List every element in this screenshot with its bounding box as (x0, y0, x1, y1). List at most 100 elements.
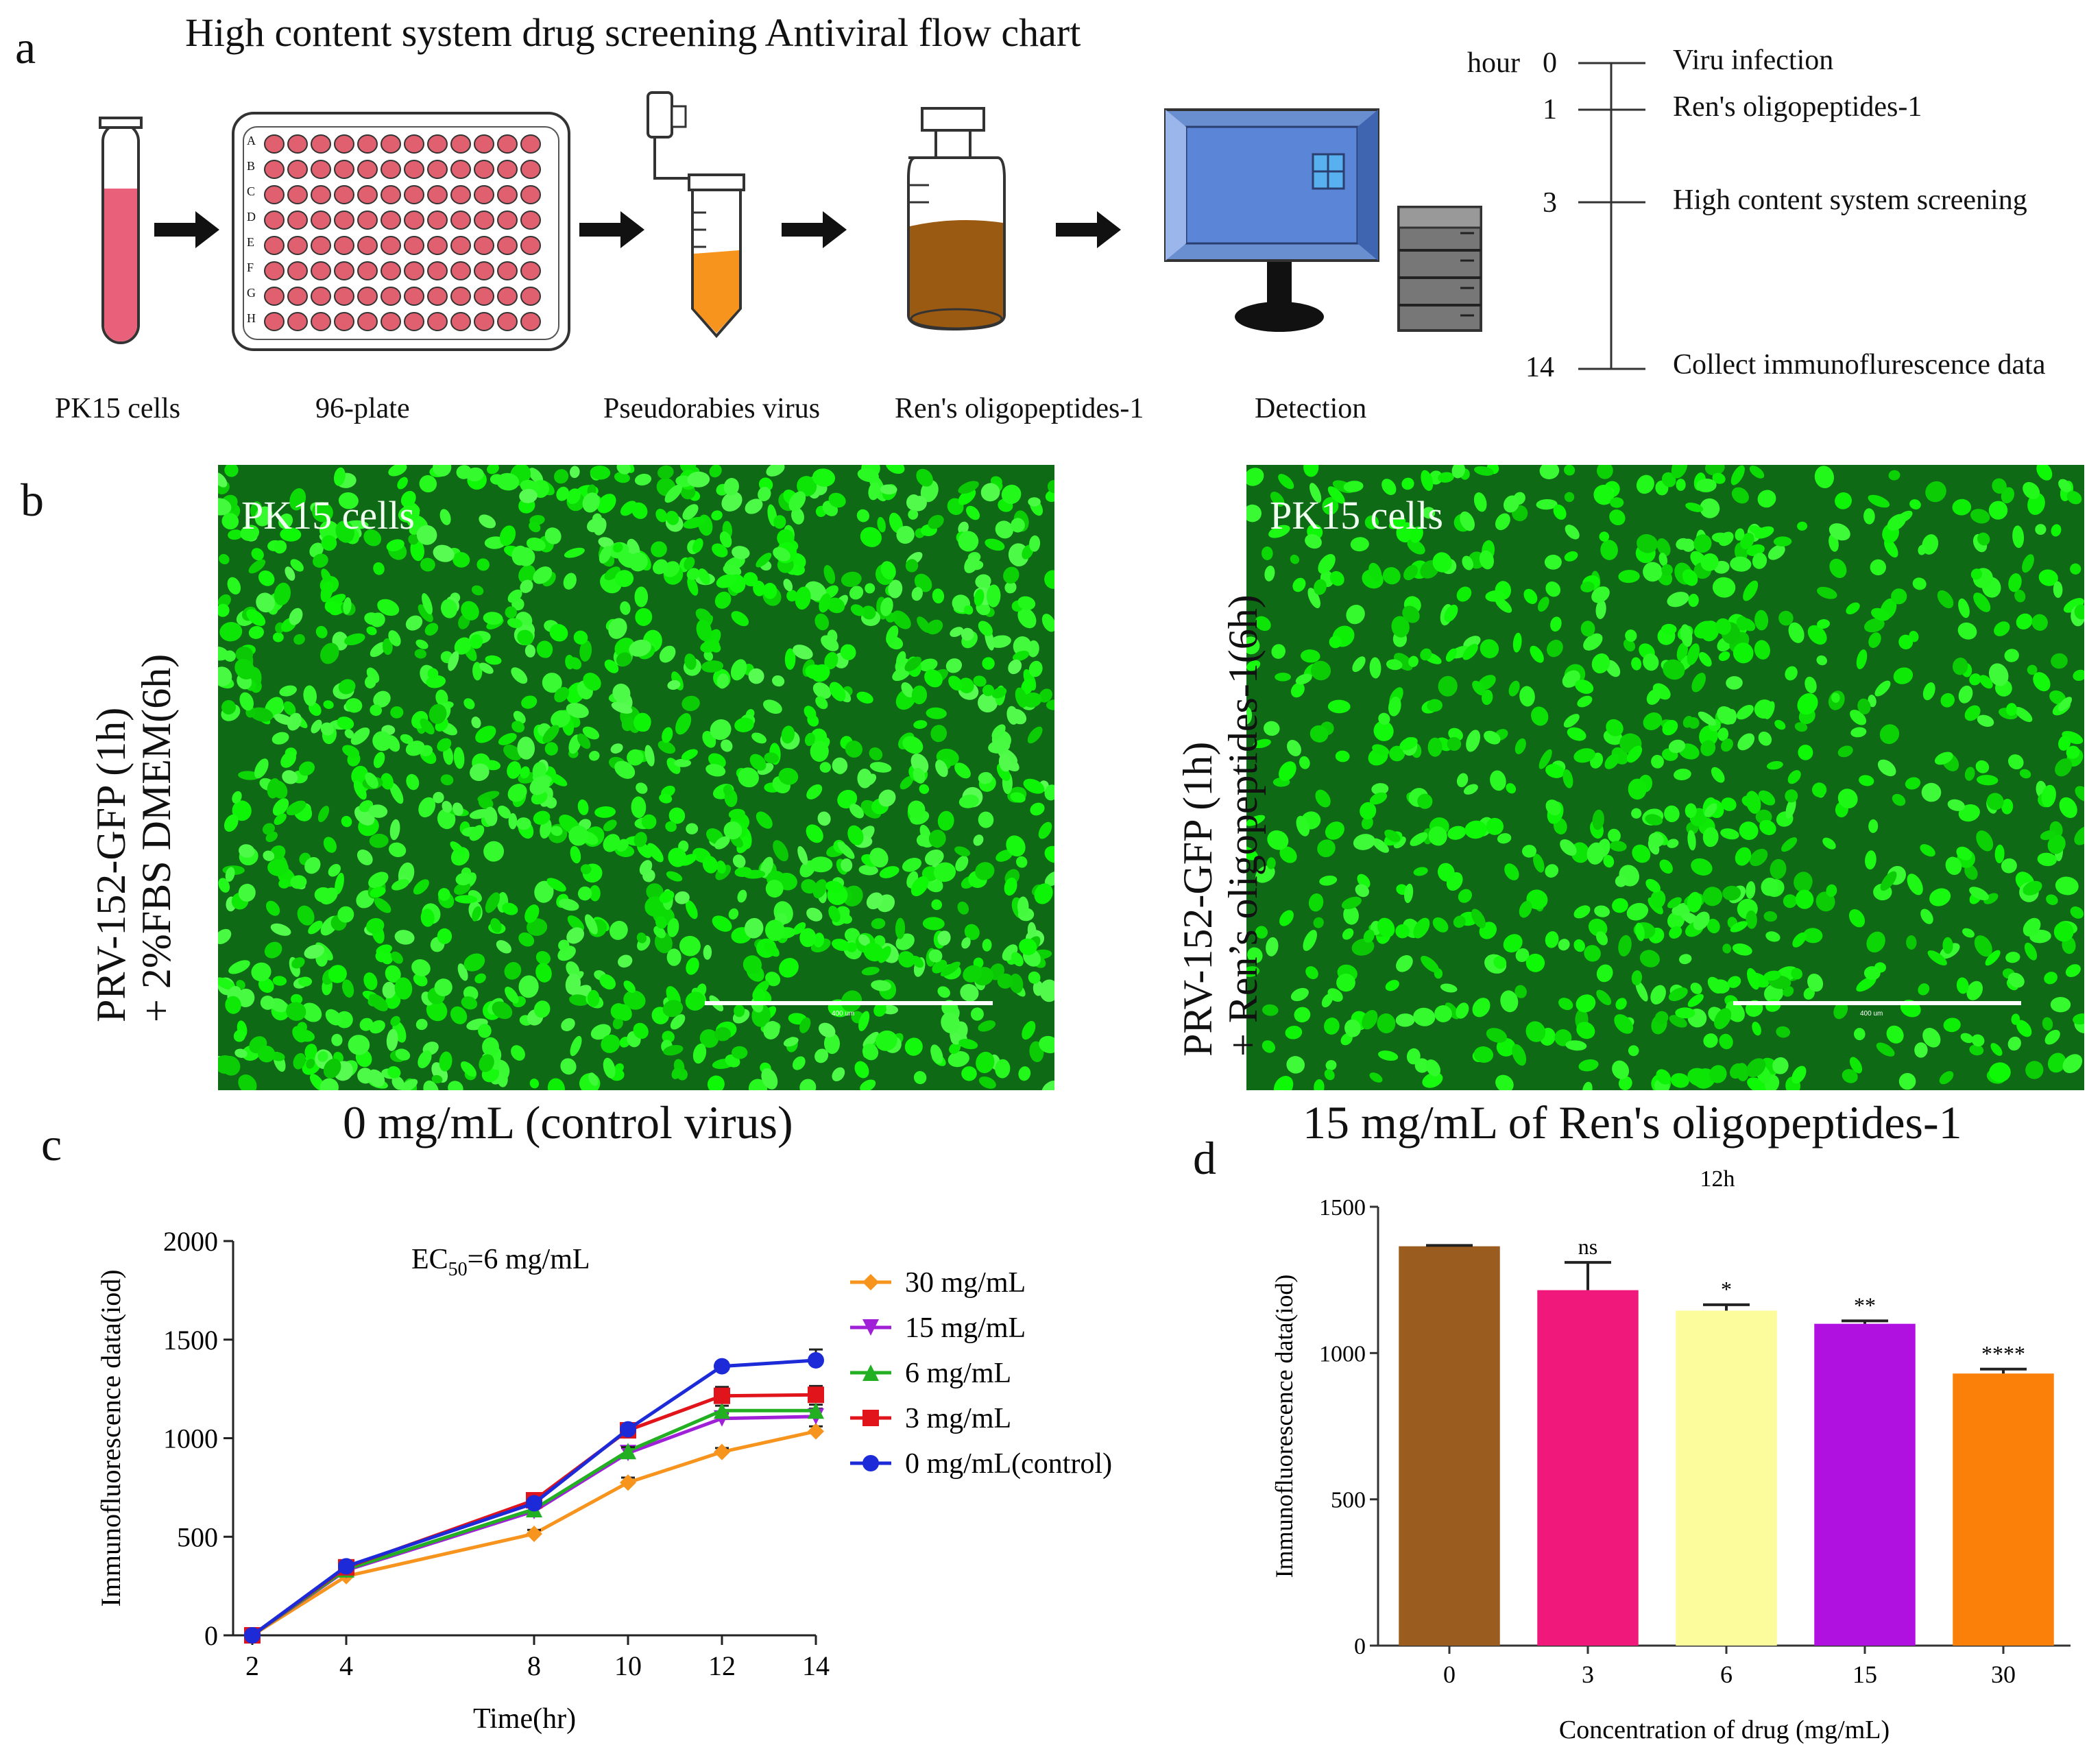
gfp-cell (389, 819, 400, 841)
gfp-cell (612, 1017, 623, 1030)
gfp-cell (783, 579, 793, 592)
gfp-cell (1667, 839, 1679, 848)
gfp-cell (752, 988, 766, 1003)
gfp-cell (1721, 797, 1737, 811)
data-point (714, 1443, 730, 1460)
gfp-cell (659, 645, 676, 663)
data-point (808, 1423, 824, 1440)
plate-well (357, 261, 378, 280)
gfp-cell (333, 467, 346, 486)
gfp-cell (1798, 745, 1813, 760)
gfp-cell (598, 537, 614, 549)
gfp-cell (960, 984, 979, 1002)
plate-well (287, 160, 308, 179)
gfp-cell (1420, 648, 1432, 661)
gfp-cell (1974, 935, 1992, 957)
gfp-cell (1700, 740, 1716, 756)
gfp-cell (1667, 897, 1682, 909)
gfp-cell (1973, 592, 1991, 612)
gfp-cell (1562, 769, 1573, 789)
gfp-cell (1369, 657, 1381, 679)
gfp-cell (762, 583, 777, 599)
gfp-cell (566, 702, 589, 719)
gfp-cell (528, 468, 544, 484)
gfp-cell (1388, 517, 1406, 529)
gfp-cell (896, 651, 906, 667)
gfp-cell (498, 805, 511, 819)
plate-well (381, 312, 401, 331)
x-tick-label: 3 (1582, 1661, 1594, 1688)
gfp-cell (772, 675, 785, 687)
micrograph-caption: 15 mg/mL of Ren's oligopeptides-1 (1303, 1096, 1962, 1148)
gfp-cell (804, 732, 815, 747)
gfp-cell (418, 1050, 432, 1068)
plate-well (264, 236, 285, 255)
gfp-cell (2041, 784, 2056, 808)
gfp-cell (368, 871, 389, 889)
gfp-cell (516, 817, 531, 830)
gfp-cell (948, 675, 963, 691)
gfp-cell (238, 771, 260, 780)
gfp-cell (1295, 673, 1312, 685)
gfp-cell (394, 930, 415, 945)
gfp-cell (856, 691, 873, 704)
gfp-cell (304, 944, 325, 959)
gfp-cell (344, 633, 365, 646)
gfp-cell (1969, 887, 1989, 901)
gfp-cell (1752, 553, 1767, 569)
gfp-cell (1811, 782, 1827, 797)
plate-well (357, 312, 378, 331)
gfp-cell (621, 717, 634, 732)
gfp-cell (1039, 1035, 1054, 1054)
gfp-cell (817, 811, 831, 826)
legend-marker (862, 1274, 879, 1290)
gfp-cell (1500, 990, 1519, 1013)
gfp-cell (272, 976, 287, 986)
plate-well (474, 287, 494, 306)
gfp-cell (1453, 915, 1466, 928)
gfp-cell (282, 770, 298, 784)
gfp-cell (1628, 778, 1647, 800)
gfp-cell (675, 891, 690, 904)
plate-well (264, 211, 285, 230)
gfp-cell (2024, 942, 2038, 961)
gfp-cell (719, 531, 732, 548)
gfp-cell (549, 624, 568, 642)
arrow-icon (154, 211, 219, 248)
gfp-cell (2036, 465, 2053, 481)
gfp-cell (1495, 597, 1512, 613)
gfp-cell (1886, 1025, 1904, 1044)
gfp-cell (298, 976, 313, 987)
gfp-cell (1545, 799, 1561, 816)
gfp-cell (2005, 703, 2018, 716)
gfp-cell (1591, 653, 1610, 674)
gfp-cell (964, 924, 980, 940)
gfp-cell (728, 908, 739, 920)
gfp-cell (1816, 655, 1827, 666)
gfp-cell (1719, 1033, 1733, 1050)
plate-well (404, 312, 424, 331)
gfp-cell (2019, 769, 2031, 779)
gfp-cell (1401, 477, 1414, 490)
gfp-cell (248, 559, 266, 574)
gfp-cell (251, 548, 264, 561)
gfp-cell (566, 927, 585, 944)
plate-row-label: D (247, 210, 256, 224)
gfp-cell (623, 990, 646, 1010)
gfp-cell (744, 917, 764, 939)
gfp-cell (1988, 663, 2009, 686)
gfp-cell (845, 741, 862, 758)
gfp-cell (815, 696, 828, 710)
gfp-cell (321, 568, 332, 585)
gfp-cell (390, 706, 404, 719)
gfp-cell (958, 531, 979, 552)
gfp-cell (1246, 845, 1258, 861)
gfp-cell (1545, 581, 1561, 597)
gfp-cell (1290, 682, 1305, 698)
gfp-cell (1503, 495, 1519, 513)
gfp-cell (1962, 928, 1975, 938)
plate-well (404, 134, 424, 154)
gfp-cell (524, 904, 540, 924)
gfp-cell (1643, 562, 1663, 582)
gfp-cell (1650, 985, 1666, 1005)
